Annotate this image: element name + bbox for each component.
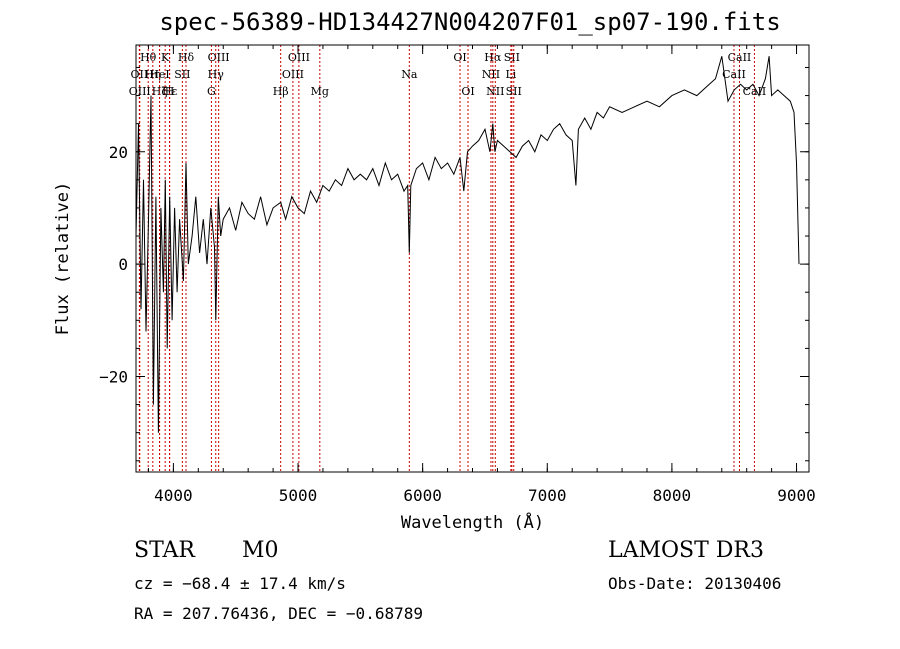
x-tick-label: 7000 xyxy=(528,486,567,505)
coords-label: RA = 207.76436, DEC = −0.68789 xyxy=(134,604,423,623)
line-label: HeI xyxy=(149,68,169,81)
line-label: NII xyxy=(482,68,500,81)
x-tick-label: 5000 xyxy=(279,486,318,505)
line-label: OIII xyxy=(208,51,230,64)
x-tick-label: 9000 xyxy=(777,486,816,505)
obs-date-label: Obs-Date: 20130406 xyxy=(608,574,782,593)
y-axis-label: Flux (relative) xyxy=(53,182,73,336)
line-label: SII xyxy=(506,85,522,98)
x-axis-label: Wavelength (Å) xyxy=(401,511,544,533)
object-class: STAR xyxy=(134,538,195,563)
line-label: K xyxy=(161,51,170,64)
line-label: Na xyxy=(401,68,418,81)
chart-title: spec-56389-HD134427N004207F01_sp07-190.f… xyxy=(159,8,781,36)
line-label: Hδ xyxy=(178,51,195,64)
line-label: SII xyxy=(504,51,520,64)
line-label: OI xyxy=(453,51,466,64)
plot-frame xyxy=(135,44,810,473)
line-label: OI xyxy=(461,85,474,98)
line-label: OIII xyxy=(129,85,151,98)
line-label: Li xyxy=(505,68,516,81)
survey-name: LAMOST DR3 xyxy=(608,538,764,563)
redshift-label: cz = −68.4 ± 17.4 km/s xyxy=(134,574,346,593)
spectrum-line xyxy=(135,56,800,433)
line-label: H xyxy=(165,85,175,98)
y-tick-label: 0 xyxy=(118,255,128,274)
line-label: OIII xyxy=(282,68,304,81)
line-label: NII xyxy=(486,85,504,98)
y-tick-label: 20 xyxy=(109,143,128,162)
line-label: Hε xyxy=(162,85,178,98)
object-subclass: M0 xyxy=(242,538,279,563)
line-label: Hθ xyxy=(140,51,157,64)
x-tick-label: 8000 xyxy=(653,486,692,505)
line-label: CaII xyxy=(728,51,752,64)
line-label: G xyxy=(207,85,216,98)
line-label: Hβ xyxy=(273,85,289,98)
line-label: SII xyxy=(174,68,190,81)
line-label: Hη xyxy=(145,68,161,81)
x-tick-label: 4000 xyxy=(154,486,193,505)
line-label: Mg xyxy=(311,85,329,98)
line-label: Hα xyxy=(484,51,502,64)
line-label: OIII xyxy=(288,51,310,64)
line-label: Hζ xyxy=(152,85,168,98)
y-tick-label: −20 xyxy=(99,367,128,386)
x-tick-label: 6000 xyxy=(403,486,442,505)
line-label: CaII xyxy=(722,68,746,81)
line-label: Hγ xyxy=(208,68,225,81)
